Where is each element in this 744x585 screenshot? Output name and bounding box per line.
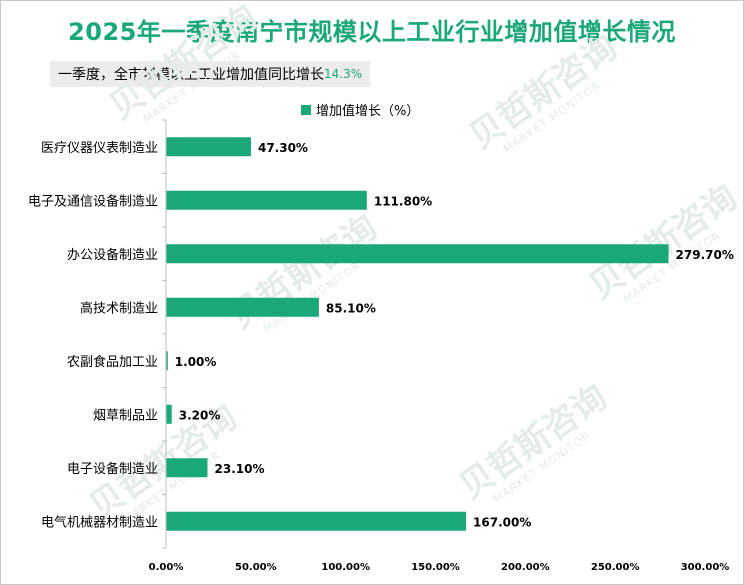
x-tick-label: 250.00% xyxy=(591,562,640,573)
category-label: 农副食品加工业 xyxy=(67,354,158,370)
value-label: 3.20% xyxy=(179,408,221,422)
legend-swatch xyxy=(301,105,311,115)
value-label: 1.00% xyxy=(175,355,217,369)
legend-label: 增加值增长（%） xyxy=(316,103,419,119)
category-label: 电子设备制造业 xyxy=(67,461,158,477)
bar xyxy=(166,137,251,157)
category-label: 电子及通信设备制造业 xyxy=(28,193,158,209)
bar xyxy=(166,244,669,264)
x-tick-label: 200.00% xyxy=(501,562,550,573)
bar xyxy=(166,458,208,478)
watermark-brand: 贝哲斯咨询 xyxy=(462,27,624,157)
x-tick-label: 150.00% xyxy=(411,562,460,573)
bars-group: 医疗仪器仪表制造业 47.30% 电子及通信设备制造业 111.80% 办公设备制造业 2… xyxy=(28,137,734,531)
category-label: 医疗仪器仪表制造业 xyxy=(41,141,158,156)
value-label: 111.80% xyxy=(374,194,432,208)
watermark-brand: 贝哲斯咨询 xyxy=(452,377,614,507)
chart-title: 2025年一季度南宁市规模以上工业行业增加值增长情况 xyxy=(68,18,676,46)
value-label: 47.30% xyxy=(258,141,308,155)
category-label: 办公设备制造业 xyxy=(67,247,158,263)
bar xyxy=(166,404,172,424)
subtitle-value: 14.3% xyxy=(324,67,363,81)
category-label: 烟草制品业 xyxy=(93,408,158,423)
bar xyxy=(166,511,467,531)
legend: 增加值增长（%） xyxy=(301,103,419,119)
value-label: 279.70% xyxy=(676,248,734,262)
bar xyxy=(166,190,367,210)
subtitle-box: 一季度，全市规模以上工业增加值同比增长 14.3% xyxy=(50,61,371,87)
watermark-brand: 贝哲斯咨询 xyxy=(222,207,384,337)
value-label: 85.10% xyxy=(326,301,376,315)
watermark-brand: 贝哲斯咨询 xyxy=(582,177,744,307)
x-tick-label: 300.00% xyxy=(681,562,730,573)
category-label: 高技术制造业 xyxy=(80,300,158,316)
watermark-brand: 贝哲斯咨询 xyxy=(102,0,264,127)
bar xyxy=(166,297,319,317)
x-tick-label: 100.00% xyxy=(321,562,370,573)
bar xyxy=(166,351,168,371)
axis-group: 0.00% 50.00% 100.00% 150.00% 200.00% 250.00% 3… xyxy=(149,119,730,573)
value-label: 23.10% xyxy=(215,462,265,476)
category-label: 电气机械器材制造业 xyxy=(41,514,158,530)
x-tick-label: 0.00% xyxy=(149,562,184,573)
x-tick-label: 50.00% xyxy=(235,562,277,573)
value-label: 167.00% xyxy=(473,515,531,529)
subtitle-text: 一季度，全市规模以上工业增加值同比增长 xyxy=(58,67,324,83)
